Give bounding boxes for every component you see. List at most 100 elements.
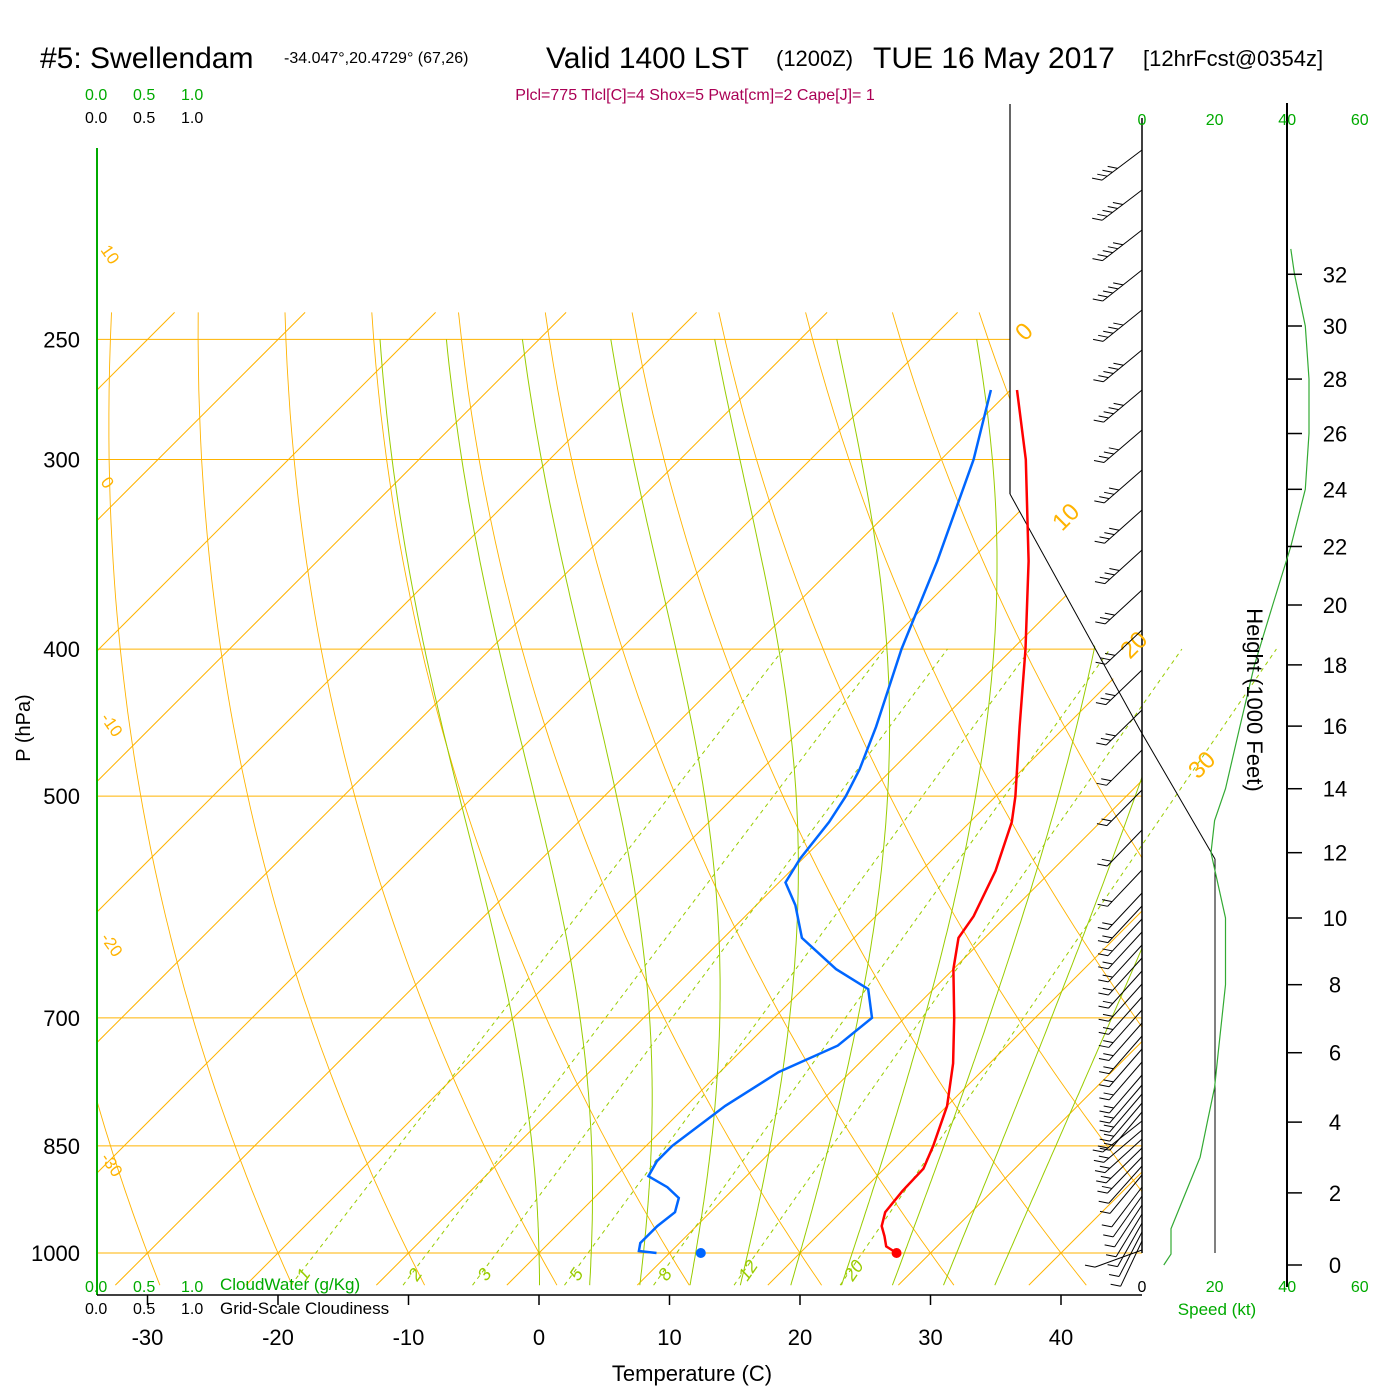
barb-staff	[1103, 389, 1143, 423]
barb-staff	[1109, 1093, 1143, 1133]
barb-flag	[1103, 371, 1114, 374]
height-tick-label: 20	[1323, 593, 1347, 618]
wind-barb	[1096, 749, 1143, 786]
mixing-ratio-line	[472, 648, 948, 1286]
barb-flag	[1099, 536, 1110, 540]
top-black-1: 0.5	[133, 110, 155, 127]
isotherm-line	[97, 312, 567, 1286]
x-axis-ticks: -30 -20 -10 0 10 20 30 40	[132, 1295, 1073, 1350]
wind-barb	[1094, 469, 1143, 504]
wind-barb	[1092, 269, 1143, 302]
barb-staff	[1109, 1084, 1143, 1124]
bottom-green-1: 0.5	[133, 1279, 155, 1296]
barb-flag	[1102, 209, 1113, 213]
wind-barb	[1096, 1147, 1143, 1184]
barb-flag	[1109, 1273, 1120, 1277]
x-tick-label: 30	[918, 1325, 942, 1350]
barb-flag	[1104, 491, 1115, 495]
top-green-0: 0.0	[85, 87, 107, 104]
isotherm-line	[97, 312, 828, 1286]
wind-barb	[1094, 1138, 1143, 1174]
barb-flag	[1103, 1133, 1115, 1137]
height-tick-label: 12	[1323, 841, 1347, 866]
wind-barb	[1098, 1022, 1143, 1062]
dry-adiabat-line	[197, 312, 426, 1286]
barb-flag	[1092, 298, 1103, 302]
barb-staff	[1106, 749, 1143, 786]
barb-flag	[1101, 899, 1113, 903]
barb-staff	[1112, 1195, 1143, 1238]
barb-flag	[1099, 1147, 1110, 1151]
barb-flag	[1097, 940, 1109, 944]
cloud-scale-bottom: 0.0 0.5 1.0 CloudWater (g/Kg) 0.0 0.5 1.…	[85, 1275, 389, 1318]
barb-staff	[1108, 1022, 1143, 1061]
station-coords: -34.047°,20.4729° (67,26)	[284, 50, 468, 67]
barb-flag	[1093, 460, 1105, 463]
dry-adiabat-line	[284, 312, 558, 1286]
wind-barb	[1093, 389, 1143, 423]
mixing-ratio-line	[653, 648, 1111, 1286]
barb-flag	[1096, 823, 1108, 827]
wind-barb	[1103, 1195, 1143, 1238]
barb-flag	[1102, 1026, 1114, 1030]
barb-flag	[1098, 1044, 1109, 1048]
header: #5: Swellendam -34.047°,20.4729° (67,26)…	[40, 42, 1323, 104]
wind-barb	[1097, 905, 1143, 944]
x-tick-label: 0	[533, 1325, 545, 1350]
barb-flag	[1092, 1149, 1103, 1153]
barb-staff	[1108, 1165, 1143, 1204]
barb-staff	[1103, 1129, 1143, 1163]
x-axis-title: Temperature (C)	[612, 1361, 772, 1386]
barb-flag	[1092, 217, 1103, 221]
height-tick-label: 16	[1323, 714, 1347, 739]
moist-adiabat-lines	[379, 339, 1142, 1286]
barb-flag	[1101, 1185, 1113, 1189]
barb-flag	[1099, 617, 1111, 621]
barb-flag	[1100, 1175, 1111, 1179]
barb-flag	[1093, 379, 1104, 383]
barb-staff	[1094, 1249, 1143, 1268]
wind-barb	[1092, 1120, 1143, 1153]
wind-barbs	[1084, 149, 1143, 1287]
barb-flag	[1107, 286, 1119, 290]
speed-tick-bottom: 40	[1278, 1279, 1296, 1296]
barb-staff	[1109, 1074, 1143, 1114]
barb-flag	[1104, 612, 1115, 616]
barb-flag	[1097, 953, 1109, 957]
mixing-ratio-lines	[290, 648, 1277, 1286]
barb-flag	[1096, 1180, 1107, 1184]
barb-flag	[1097, 254, 1108, 258]
bottom-black-2: 1.0	[181, 1301, 203, 1318]
barb-flag	[1099, 1138, 1110, 1142]
speed-tick-bottom: 60	[1351, 1279, 1369, 1296]
dry-adiabat-line	[718, 312, 1142, 1286]
barb-flag	[1096, 782, 1107, 786]
barb-flag	[1097, 173, 1108, 177]
height-axis-title: Height (1000 Feet)	[1242, 608, 1267, 791]
moist-adiabat-line	[610, 339, 721, 1286]
speed-tick-top: 20	[1206, 112, 1224, 129]
barb-flag	[1098, 1005, 1109, 1009]
pressure-tick-label: 400	[43, 637, 80, 662]
barb-staff	[1101, 149, 1143, 181]
barb-staff	[1108, 970, 1143, 1009]
dry-adiabat-line	[1239, 312, 1400, 1285]
wind-barb	[1099, 1048, 1143, 1088]
barb-flag	[1103, 1079, 1114, 1083]
height-tick-label: 30	[1323, 314, 1347, 339]
wind-speed-profile	[1163, 248, 1310, 1266]
barb-staff	[1107, 892, 1143, 930]
cloudwater-label: CloudWater (g/Kg)	[220, 1275, 360, 1294]
height-tick-label: 32	[1323, 262, 1347, 287]
barb-staff	[1105, 709, 1143, 746]
x-tick-label: -20	[262, 1325, 294, 1350]
barb-staff	[1108, 1061, 1143, 1101]
isotherm-line	[97, 312, 175, 1286]
isotherm-line	[0, 312, 44, 1285]
barb-staff	[1115, 1213, 1143, 1258]
barb-flag	[1108, 487, 1120, 491]
mixing-ratio-line	[733, 648, 1183, 1286]
barb-flag	[1098, 1155, 1109, 1159]
wind-barb	[1097, 892, 1143, 930]
barb-flag	[1098, 1018, 1109, 1022]
